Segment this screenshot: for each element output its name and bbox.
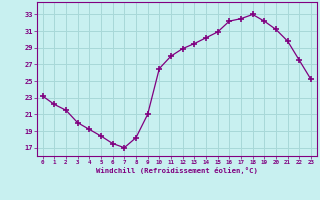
X-axis label: Windchill (Refroidissement éolien,°C): Windchill (Refroidissement éolien,°C) — [96, 167, 258, 174]
